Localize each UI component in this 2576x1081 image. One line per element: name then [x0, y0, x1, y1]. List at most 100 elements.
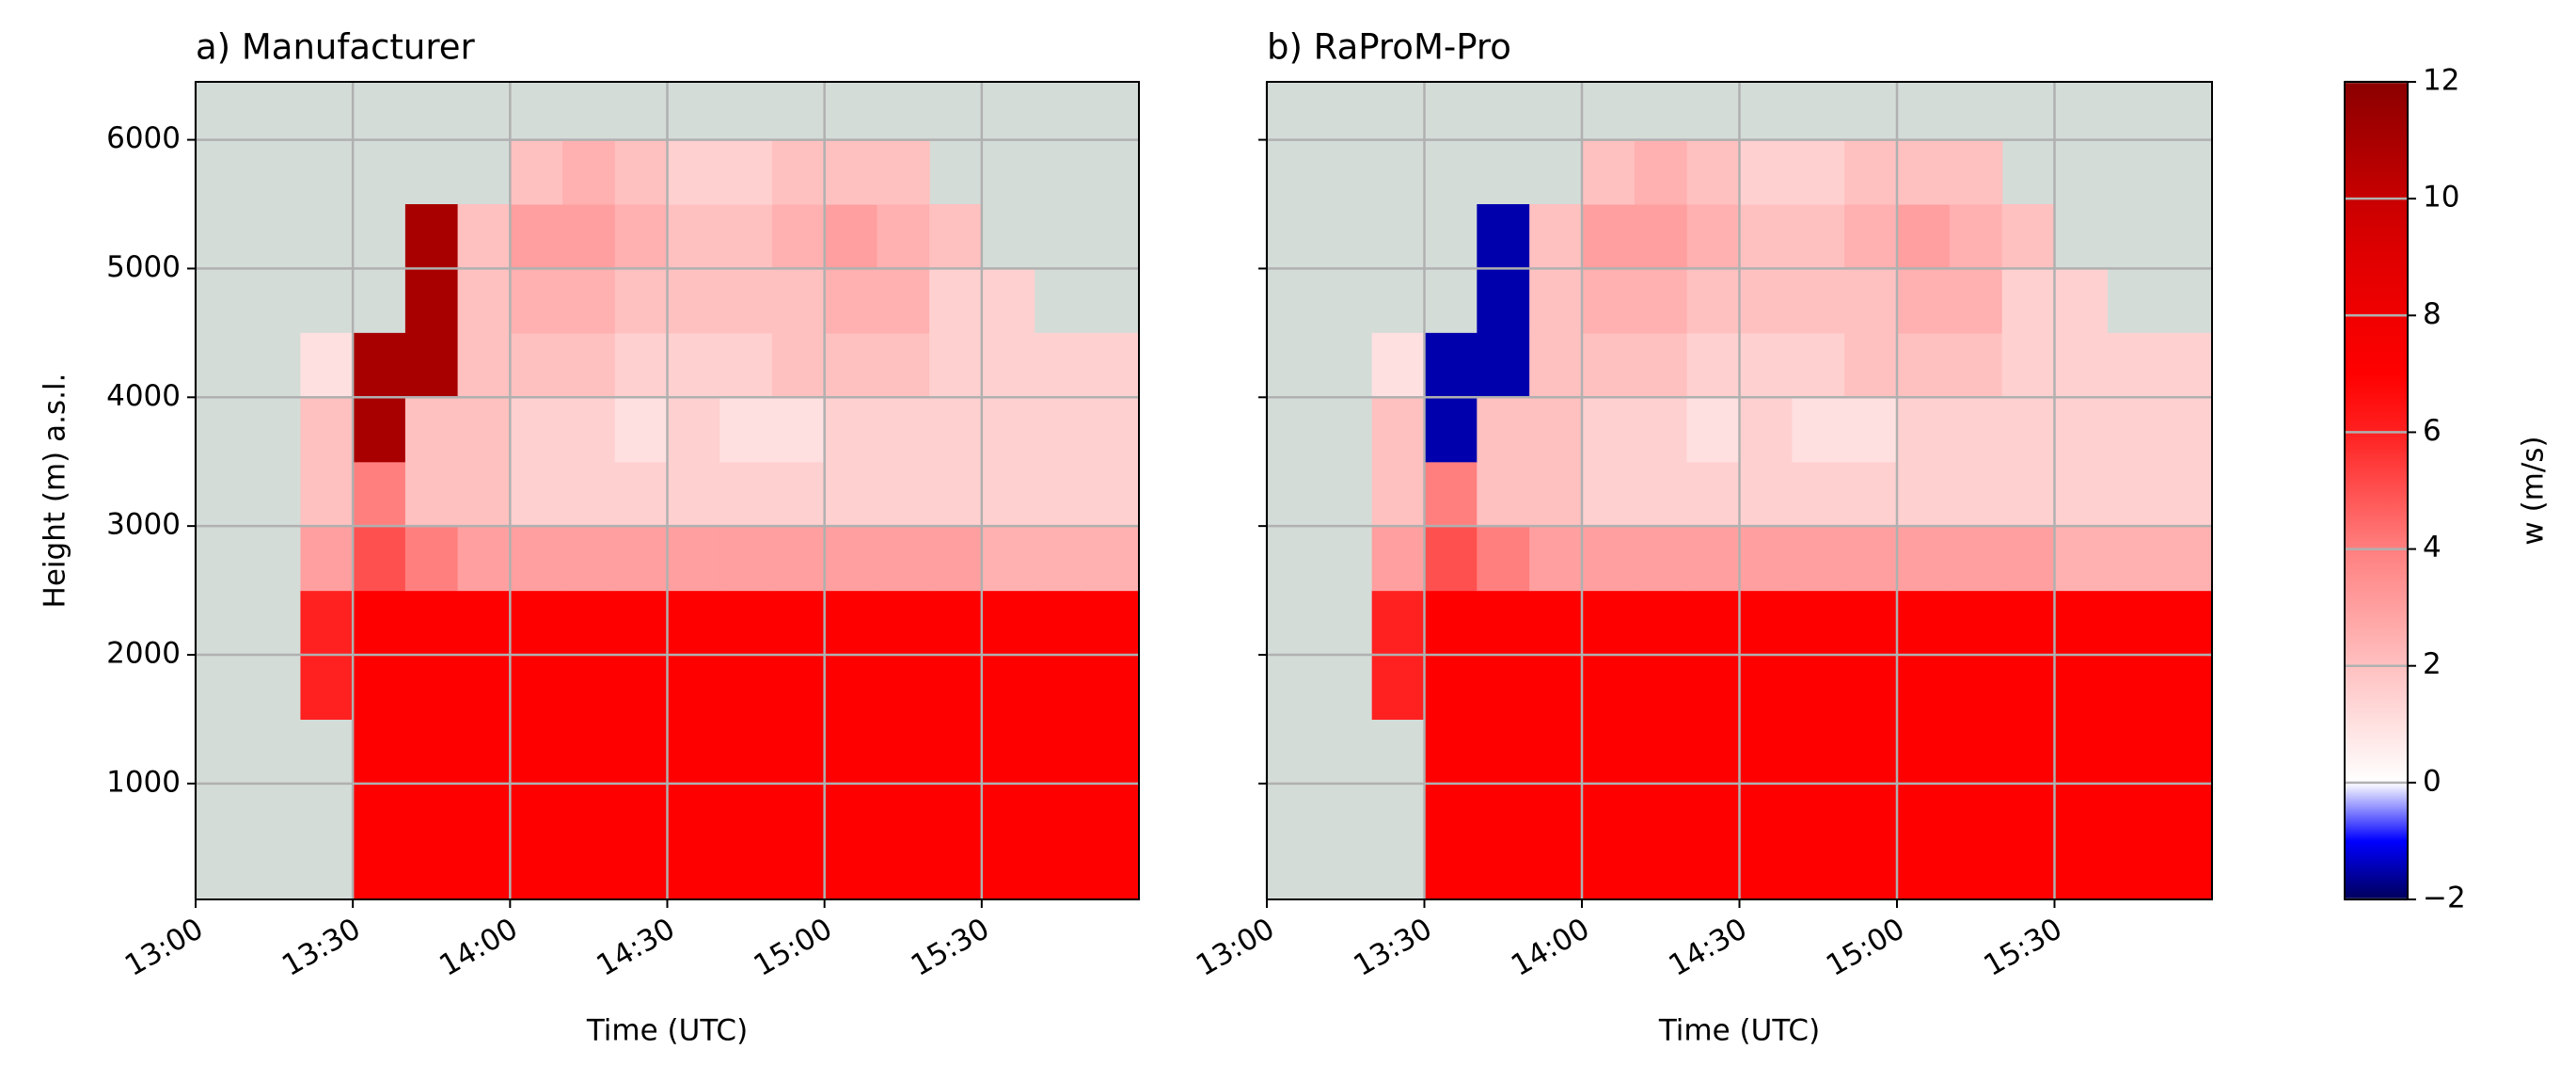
heatmap-cell	[1949, 397, 2003, 463]
heatmap-cell	[1949, 654, 2003, 721]
heatmap-cell	[877, 268, 930, 334]
heatmap-cell	[981, 654, 1035, 721]
heatmap-cell	[824, 654, 877, 721]
x-tick-label: 14:00	[434, 912, 523, 983]
heatmap-cell	[510, 332, 563, 398]
heatmap-cell	[929, 268, 983, 334]
heatmap-cell	[1477, 526, 1530, 592]
heatmap-cell	[2107, 783, 2160, 849]
heatmap-cell	[1424, 654, 1478, 721]
heatmap-cell	[614, 654, 669, 721]
heatmap-cell	[1634, 719, 1688, 785]
heatmap-cell	[1582, 204, 1636, 270]
heatmap-cell	[614, 783, 669, 849]
heatmap-cell	[614, 461, 669, 527]
heatmap-cell	[1582, 268, 1636, 334]
heatmap-cell	[1739, 848, 1793, 899]
heatmap-cell	[1792, 654, 1845, 721]
heatmap-cell	[1949, 204, 2003, 270]
heatmap-cell	[1686, 526, 1741, 592]
heatmap-cell	[667, 397, 720, 463]
heatmap-cell	[981, 332, 1035, 398]
heatmap-cell	[1844, 461, 1898, 527]
heatmap-cell	[1529, 526, 1583, 592]
heatmap-cell	[771, 783, 826, 849]
heatmap-cell	[1477, 783, 1530, 849]
heatmap-cell	[300, 461, 354, 527]
heatmap-cell	[877, 397, 930, 463]
heatmap-cell	[981, 848, 1035, 899]
x-tick-label: 15:30	[1978, 912, 2067, 983]
heatmap-cell	[929, 783, 983, 849]
heatmap-cell	[1739, 783, 1793, 849]
heatmap-cell	[1897, 461, 1951, 527]
heatmap-cell	[404, 397, 459, 463]
heatmap-cell	[824, 590, 877, 656]
heatmap-cell	[1086, 719, 1139, 785]
heatmap-cell	[2054, 461, 2108, 527]
heatmap-cell	[300, 332, 354, 398]
heatmap-cell	[510, 848, 563, 899]
y-axis-label: Height (m) a.s.l.	[39, 374, 72, 609]
heatmap-cell	[1582, 654, 1636, 721]
heatmap-cell	[877, 848, 930, 899]
heatmap-cell	[510, 526, 563, 592]
heatmap-cell	[1529, 332, 1583, 398]
heatmap-cell	[1897, 654, 1951, 721]
heatmap-cell	[1844, 526, 1898, 592]
heatmap-cell	[1634, 461, 1688, 527]
heatmap-cell	[2054, 590, 2108, 656]
heatmap-cell	[2001, 332, 2056, 398]
heatmap-cell	[457, 268, 511, 334]
heatmap-cell	[1529, 461, 1583, 527]
heatmap-cell	[1844, 139, 1898, 205]
heatmap-cell	[457, 204, 511, 270]
heatmap-cell	[929, 204, 983, 270]
x-axis-label: Time (UTC)	[1658, 1014, 1820, 1048]
heatmap-cell	[929, 719, 983, 785]
heatmap-cell	[404, 719, 459, 785]
heatmap-cell	[1582, 783, 1636, 849]
heatmap-cell	[2054, 719, 2108, 785]
heatmap-cell	[1739, 654, 1793, 721]
heatmap	[1371, 139, 2212, 899]
heatmap-cell	[457, 332, 511, 398]
heatmap-cell	[1477, 204, 1530, 270]
heatmap-cell	[667, 332, 720, 398]
heatmap-cell	[1582, 139, 1636, 205]
heatmap-cell	[877, 590, 930, 656]
colorbar-tick-label: 12	[2423, 64, 2459, 98]
heatmap-cell	[1844, 783, 1898, 849]
heatmap-cell	[1739, 397, 1793, 463]
heatmap-cell	[719, 654, 773, 721]
heatmap-cell	[929, 397, 983, 463]
heatmap-cell	[510, 719, 563, 785]
heatmap-cell	[719, 848, 773, 899]
heatmap-cell	[771, 654, 826, 721]
heatmap-cell	[1897, 526, 1951, 592]
heatmap-cell	[1529, 268, 1583, 334]
heatmap-cell	[1949, 526, 2003, 592]
heatmap-cell	[353, 783, 406, 849]
heatmap-cell	[1686, 268, 1741, 334]
heatmap-cell	[1949, 461, 2003, 527]
heatmap-cell	[1739, 204, 1793, 270]
heatmap-cell	[1739, 332, 1793, 398]
heatmap-cell	[2159, 397, 2212, 463]
y-tick-label: 6000	[106, 121, 181, 155]
heatmap-cell	[614, 526, 669, 592]
heatmap-cell	[1477, 332, 1530, 398]
heatmap-cell	[824, 848, 877, 899]
heatmap-cell	[981, 783, 1035, 849]
heatmap-cell	[981, 526, 1035, 592]
heatmap-cell	[2001, 526, 2056, 592]
heatmap-cell	[2054, 268, 2108, 334]
heatmap-cell	[404, 268, 459, 334]
heatmap-cell	[353, 332, 406, 398]
heatmap-cell	[2107, 332, 2160, 398]
heatmap-cell	[2054, 783, 2108, 849]
heatmap-cell	[1844, 332, 1898, 398]
heatmap-cell	[1897, 204, 1951, 270]
colorbar-tick-label: −2	[2423, 882, 2466, 915]
heatmap-cell	[1529, 204, 1583, 270]
